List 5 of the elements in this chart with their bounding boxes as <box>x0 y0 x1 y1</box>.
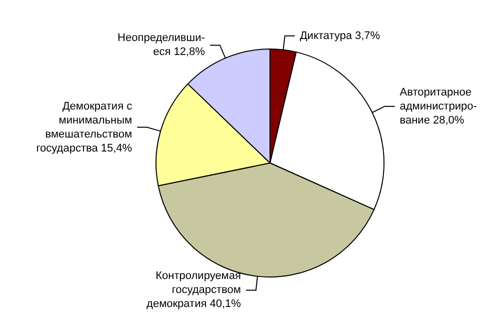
slice-label: Демократия с минимальным вмешательством государства 15,4% <box>36 100 133 154</box>
slice-label: Авторитарное администриро- вание 28,0% <box>400 86 478 126</box>
slice-label: Диктатура 3,7% <box>300 30 380 42</box>
slice-label: Неопределивши- еся 12,8% <box>118 32 206 58</box>
slice-label: Контролируемая государством демократия 40,1% <box>146 270 242 310</box>
